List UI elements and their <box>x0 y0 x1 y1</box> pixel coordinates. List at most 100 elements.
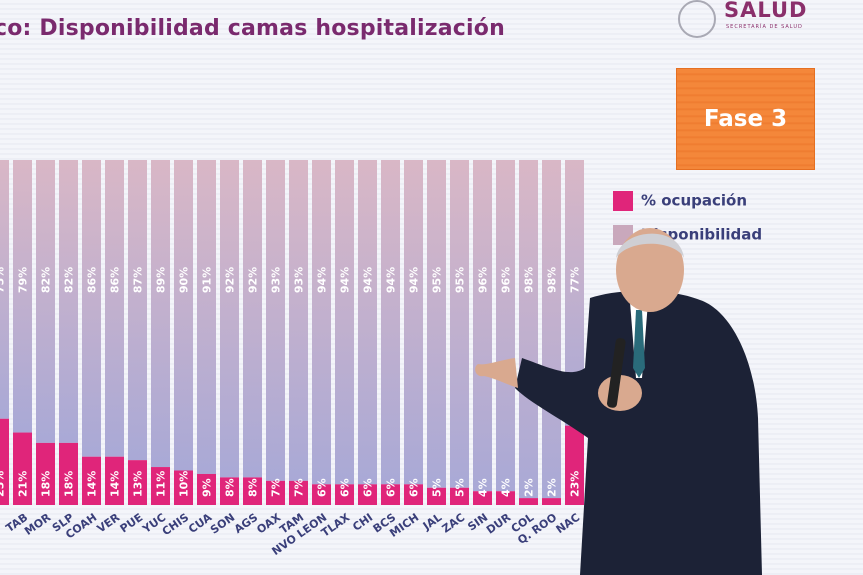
availability-bar <box>174 160 193 471</box>
occupancy-data-label: 4% <box>477 478 490 497</box>
occupancy-bar <box>335 484 354 505</box>
occupancy-data-label: 5% <box>454 478 467 497</box>
availability-bar <box>450 160 469 488</box>
availability-bar <box>473 160 492 492</box>
legend-item-occupancy: % ocupación <box>613 191 747 211</box>
occupancy-bar <box>381 484 400 505</box>
availability-bar <box>82 160 101 457</box>
availability-data-label: 87% <box>132 267 145 293</box>
availability-bar <box>381 160 400 485</box>
availability-bar <box>220 160 239 478</box>
availability-data-label: 93% <box>293 267 306 293</box>
legend-label-occupancy: % ocupación <box>641 191 748 210</box>
occupancy-data-label: 6% <box>316 478 329 497</box>
occupancy-data-label: 21% <box>17 471 30 497</box>
occupancy-data-label: 14% <box>86 471 99 497</box>
occupancy-data-label: 23% <box>569 471 582 497</box>
logo-subtext: SECRETARÍA DE SALUD <box>726 24 803 30</box>
availability-bar <box>289 160 308 481</box>
presenter-figure <box>475 228 762 575</box>
occupancy-bar <box>427 487 446 505</box>
occupancy-data-label: 11% <box>155 471 168 497</box>
occupancy-data-label: 18% <box>63 471 76 497</box>
availability-data-label: 92% <box>224 267 237 293</box>
availability-bar <box>312 160 331 485</box>
availability-data-label: 75% <box>0 267 7 293</box>
occupancy-bar <box>266 480 285 505</box>
occupancy-data-label: 13% <box>132 471 145 497</box>
occupancy-bar <box>404 484 423 505</box>
availability-data-label: 90% <box>178 267 191 293</box>
occupancy-data-label: 8% <box>224 478 237 497</box>
logo-text: SALUD <box>724 0 808 22</box>
availability-data-label: 94% <box>362 267 375 293</box>
availability-bar <box>335 160 354 485</box>
occupancy-data-label: 14% <box>109 471 122 497</box>
availability-bar <box>404 160 423 485</box>
occupancy-bar <box>312 484 331 505</box>
availability-data-label: 86% <box>109 267 122 293</box>
availability-data-label: 94% <box>339 267 352 293</box>
category-tick-label: CHI <box>350 511 375 534</box>
availability-bar <box>243 160 262 478</box>
occupancy-data-label: 6% <box>339 478 352 497</box>
occupancy-bar <box>220 477 239 505</box>
availability-bar <box>128 160 147 461</box>
availability-bar <box>105 160 124 457</box>
availability-data-label: 93% <box>270 267 283 293</box>
occupancy-bar <box>450 487 469 505</box>
availability-bar <box>0 160 9 419</box>
availability-data-label: 91% <box>201 267 214 293</box>
availability-bar <box>36 160 55 443</box>
availability-data-label: 95% <box>431 267 444 293</box>
availability-data-label: 94% <box>408 267 421 293</box>
availability-data-label: 79% <box>17 267 30 293</box>
availability-data-label: 95% <box>454 267 467 293</box>
availability-data-label: 96% <box>477 267 490 293</box>
availability-data-label: 92% <box>247 267 260 293</box>
occupancy-bar <box>82 456 101 505</box>
occupancy-bar <box>358 484 377 505</box>
occupancy-data-label: 25% <box>0 471 7 497</box>
occupancy-bar <box>105 456 124 505</box>
occupancy-data-label: 18% <box>40 471 53 497</box>
occupancy-bar <box>289 480 308 505</box>
occupancy-bar <box>0 418 9 505</box>
category-tick-label: PUE <box>118 511 146 536</box>
availability-bar <box>358 160 377 485</box>
occupancy-bar <box>36 442 55 505</box>
availability-data-label: 96% <box>500 267 513 293</box>
availability-data-label: 94% <box>316 267 329 293</box>
availability-data-label: 77% <box>569 267 582 293</box>
availability-data-label: 94% <box>385 267 398 293</box>
occupancy-bar <box>542 498 561 505</box>
occupancy-bar <box>174 470 193 505</box>
phase-badge: Fase 3 <box>676 68 815 170</box>
availability-bar <box>565 160 584 426</box>
availability-data-label: 98% <box>523 267 536 293</box>
occupancy-data-label: 6% <box>385 478 398 497</box>
occupancy-data-label: 6% <box>362 478 375 497</box>
legend-swatch-occupancy <box>613 191 633 211</box>
category-tick-label: VER <box>95 511 123 536</box>
availability-data-label: 82% <box>63 267 76 293</box>
availability-bar <box>13 160 32 433</box>
availability-bar <box>427 160 446 488</box>
occupancy-bar <box>496 491 515 505</box>
category-tick-label: JAL <box>420 511 444 533</box>
occupancy-data-label: 8% <box>247 478 260 497</box>
availability-bar <box>266 160 285 481</box>
occupancy-data-label: 2% <box>546 478 559 497</box>
salud-logo: SALUD SECRETARÍA DE SALUD <box>678 0 828 40</box>
occupancy-bar <box>519 498 538 505</box>
bed-availability-chart: 75%25%79%21%TAB82%18%MOR82%18%SLP86%14%C… <box>0 160 584 558</box>
occupancy-bar <box>13 432 32 505</box>
occupancy-data-label: 10% <box>178 471 191 497</box>
government-seal-icon <box>678 0 716 38</box>
availability-bar <box>496 160 515 492</box>
occupancy-bar <box>473 491 492 505</box>
occupancy-data-label: 7% <box>293 478 306 497</box>
category-tick-label: ZAC <box>440 511 468 536</box>
occupancy-data-label: 7% <box>270 478 283 497</box>
occupancy-data-label: 4% <box>500 478 513 497</box>
